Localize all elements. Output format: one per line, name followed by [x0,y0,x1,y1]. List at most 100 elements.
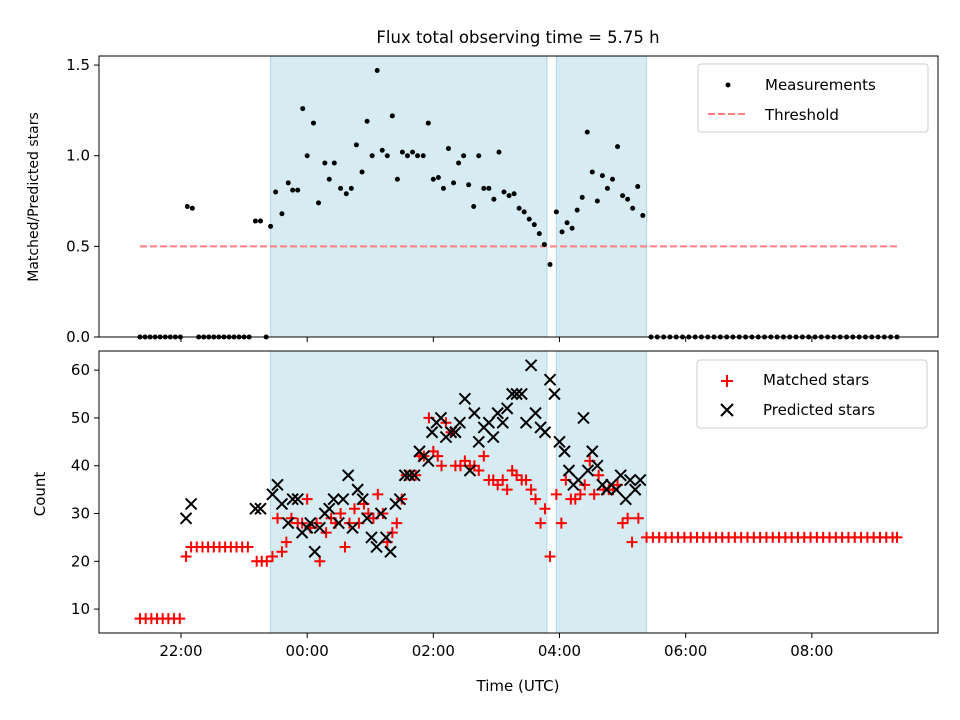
legend-predicted-label: Predicted stars [763,401,875,419]
predicted-star-point [398,469,412,482]
measurement-point [389,113,395,119]
predicted-star-point [500,402,514,415]
matched-star-point [285,512,297,524]
measurement-point [279,211,285,217]
top-y-axis-label: Matched/Predicted stars [26,112,42,282]
predicted-star-point [275,497,289,511]
predicted-star-point [351,483,364,496]
top-x-ticks [180,337,813,342]
top-y-ticks: 0.0 0.5 1.0 1.5 [66,56,99,346]
y-tick-label: 20 [71,552,90,570]
predicted-star-point [370,540,383,554]
predicted-star-point [524,359,538,372]
measurement-point [516,205,522,211]
measurement-point [506,193,512,199]
predicted-star-point [304,516,317,530]
bottom-legend: Matched stars Predicted stars [696,359,928,429]
predicted-stars-points [179,359,647,558]
x-tick-label: 02:00 [412,642,455,660]
matched-star-point [473,464,485,476]
measurement-point [322,160,328,166]
predicted-star-point [562,464,576,477]
predicted-star-point [403,469,416,482]
matched-star-point [377,508,389,520]
predicted-star-point [472,435,485,449]
measurement-point [415,153,421,159]
measurement-point [491,196,497,202]
matched-star-point [579,479,591,491]
measurement-point [486,185,492,191]
y-tick-label: 60 [71,361,90,379]
predicted-star-point [179,512,193,525]
predicted-star-point [628,483,642,496]
measurement-point [384,153,390,159]
measurement-point [630,205,636,211]
predicted-star-point [591,459,604,472]
measurement-point [445,145,451,151]
predicted-star-point [515,387,528,401]
predicted-star-point [308,545,321,558]
measurement-point [394,176,400,182]
measurement-point [466,182,472,188]
matched-star-point [492,479,504,491]
predicted-star-point [422,454,435,468]
predicted-star-point [623,473,637,487]
predicted-star-point [332,516,345,530]
predicted-star-point [581,464,595,477]
measurement-point [526,216,532,222]
measurement-point [257,218,263,224]
predicted-star-point [360,512,374,525]
measurement-point [343,191,349,197]
measurement-point [461,153,467,159]
measurement-point [640,213,646,219]
measurement-point [435,174,441,180]
matched-star-point [520,474,532,486]
measurement-point [300,106,306,112]
matched-star-point [535,517,547,529]
x-tick-label: 04:00 [538,642,581,660]
predicted-star-point [496,416,509,429]
predicted-star-point [543,373,557,386]
predicted-star-point [482,416,496,429]
measurement-point [609,176,615,182]
predicted-star-point [548,387,561,401]
measurement-point [594,198,600,204]
top-legend: Measurements Threshold [697,63,929,133]
predicted-star-point [610,483,623,496]
legend-measurements-label: Measurements [765,76,876,94]
measurement-point [359,169,365,175]
x-axis-label: Time (UTC) [476,677,560,695]
matched-star-point [339,541,351,553]
predicted-star-point [341,469,355,482]
matched-star-point [497,474,509,486]
measurement-point [420,153,426,159]
measurement-point [364,118,370,124]
predicted-star-point [184,497,198,511]
measurement-point [374,68,380,74]
predicted-star-point [365,531,378,544]
matched-star-point [242,541,254,553]
measurement-point [599,173,605,179]
predicted-star-point [323,502,336,515]
matched-star-point [272,512,284,524]
predicted-star-point [458,392,472,406]
measurement-point [316,200,322,206]
measurement-point [331,160,337,166]
predicted-star-point [313,521,326,535]
matched-star-point [280,536,292,548]
bottom-observing-windows [270,351,648,633]
matched-star-point [320,527,332,539]
predicted-star-point [374,507,388,520]
matched-star-point [391,517,403,529]
matched-star-point [372,488,384,500]
predicted-star-point [634,473,647,487]
chart-title: Flux total observing time = 5.75 h [376,28,659,47]
bottom-y-axis-label: Count [31,472,49,517]
predicted-star-point [619,492,632,506]
measurement-point [295,187,301,193]
measurement-point [290,187,296,193]
measurement-point [273,189,279,195]
measurement-point [476,153,482,159]
predicted-star-point [453,416,467,429]
